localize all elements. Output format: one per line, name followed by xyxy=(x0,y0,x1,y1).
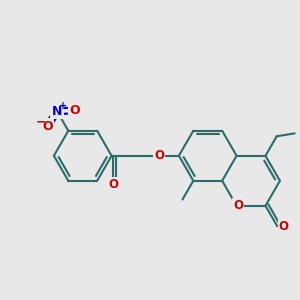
Text: +: + xyxy=(59,100,68,110)
Text: N: N xyxy=(52,105,62,118)
Text: O: O xyxy=(154,149,164,162)
Text: −: − xyxy=(36,116,46,128)
Text: O: O xyxy=(108,178,118,191)
Text: O: O xyxy=(70,104,80,117)
Text: O: O xyxy=(42,120,53,133)
Text: O: O xyxy=(233,199,243,212)
Text: O: O xyxy=(279,220,289,233)
